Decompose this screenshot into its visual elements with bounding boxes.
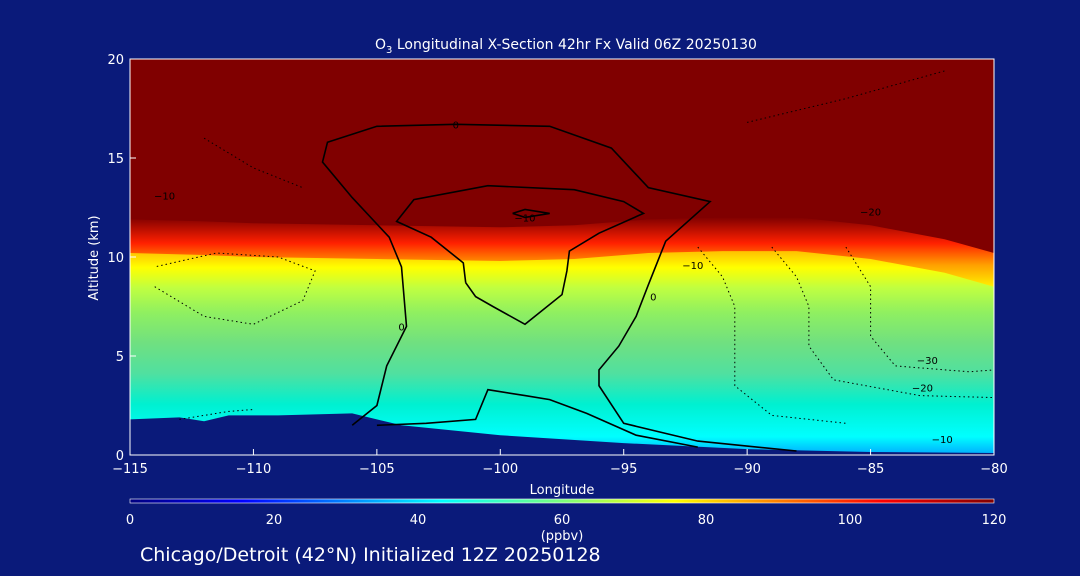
contour-labels: 0 −10 −10 −10 0 0 −20 −30 −20 −10: [154, 120, 953, 446]
x-tick-label-1: −110: [236, 462, 272, 477]
colorbar-tick-label-5: 100: [838, 513, 863, 528]
contour-label-9: −10: [932, 435, 953, 446]
x-tick-label-6: −85: [857, 462, 884, 477]
footer-text: Chicago/Detroit (42°N) Initialized 12Z 2…: [140, 544, 601, 566]
contour-label-3: −10: [682, 261, 703, 272]
x-tick-label-7: −80: [980, 462, 1007, 477]
y-tick-label-2: 10: [107, 251, 124, 266]
colorbar-tick-label-0: 0: [126, 513, 134, 528]
contour-dotted-7: [179, 409, 254, 420]
tropopause-gradient-band: [130, 217, 994, 291]
y-axis-label: Altitude (km): [87, 215, 102, 300]
contour-dotted-4: [771, 246, 994, 399]
x-tick-label-5: −90: [733, 462, 760, 477]
y-tick-label-0: 0: [116, 449, 124, 464]
y-tick-label-3: 15: [107, 152, 124, 167]
contour-line-low-level: [376, 388, 698, 448]
contour-dotted-1: [203, 137, 303, 189]
chart-title: O3 Longitudinal X-Section 42hr Fx Valid …: [375, 37, 757, 56]
x-tick-label-3: −100: [482, 462, 518, 477]
ozone-field: 0 −10 −10 −10 0 0 −20 −30 −20 −10: [130, 59, 994, 455]
tropospheric-ozone-fill: [130, 251, 994, 455]
title-subscript: 3: [386, 45, 392, 56]
colorbar-tick-label-4: 80: [698, 513, 715, 528]
contour-label-2: −10: [154, 192, 175, 203]
contour-line-minus10-core: [512, 208, 550, 219]
x-tick-label-0: −115: [112, 462, 148, 477]
y-tick-label-4: 20: [107, 53, 124, 68]
colorbar-tick-label-1: 20: [266, 513, 283, 528]
x-axis-label: Longitude: [530, 483, 595, 498]
terrain-mask: [130, 413, 994, 455]
contour-label-7: −30: [917, 356, 938, 367]
contour-label-5: 0: [650, 293, 656, 304]
colorbar-tick-label-3: 60: [554, 513, 571, 528]
y-axis-ticks: 0 5 10 15 20: [107, 53, 136, 464]
y-tick-label-1: 5: [116, 350, 124, 365]
contour-line-minus10-inner: [395, 184, 646, 326]
contour-line-zero-outer: [321, 123, 797, 452]
title-rest: Longitudinal X-Section 42hr Fx Valid 06Z…: [392, 37, 757, 53]
title-prefix: O: [375, 37, 386, 53]
x-axis-ticks: −115 −110 −105 −100 −95 −90 −85 −80: [112, 449, 1008, 477]
contour-label-6: −20: [860, 207, 881, 218]
colorbar-ticks: 0 20 40 60 80 100 120: [126, 513, 1007, 528]
colorbar-tick-label-2: 40: [410, 513, 427, 528]
colorbar-tick-label-6: 120: [982, 513, 1007, 528]
contour-label-0: 0: [453, 120, 459, 131]
contour-label-1: −10: [514, 213, 535, 224]
x-tick-label-4: −95: [610, 462, 637, 477]
x-tick-label-2: −105: [359, 462, 395, 477]
colorbar-label: (ppbv): [541, 529, 584, 544]
contour-label-4: 0: [398, 322, 404, 333]
contour-label-8: −20: [912, 384, 933, 395]
colorbar: [129, 498, 995, 504]
ozone-change-contours: [154, 70, 994, 452]
